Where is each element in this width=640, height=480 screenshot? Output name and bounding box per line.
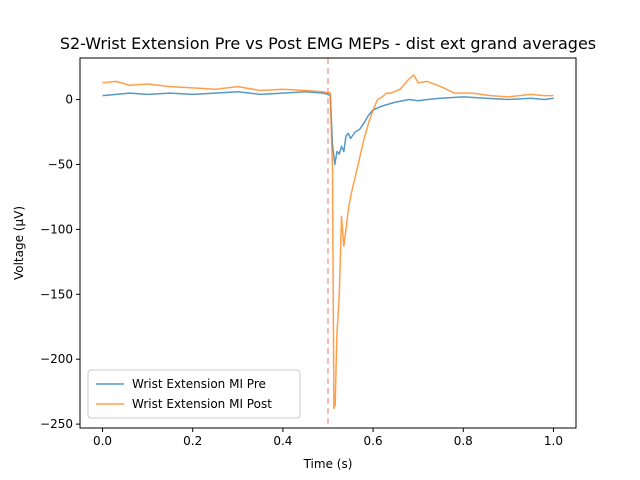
legend-label-0: Wrist Extension MI Pre <box>132 377 266 391</box>
plot-area: 0.0 0.2 0.4 0.6 0.8 1.0 0 −50 −100 −150 −200 −250 <box>40 57 577 448</box>
legend: Wrist Extension MI Pre Wrist Extension MI… <box>87 369 301 419</box>
legend-label-1: Wrist Extension MI Post <box>132 397 272 411</box>
chart-title: S2-Wrist Extension Pre vs Post EMG MEPs … <box>60 34 596 53</box>
series-line-1 <box>102 74 554 410</box>
y-tick-label: −200 <box>40 352 73 366</box>
x-tick-label: 0.8 <box>454 434 473 448</box>
legend-box <box>87 369 301 419</box>
x-tick-label: 0.0 <box>93 434 112 448</box>
y-tick-label: −150 <box>40 287 73 301</box>
x-tick-label: 0.4 <box>273 434 292 448</box>
series-line-0 <box>102 91 554 166</box>
x-tick-label: 0.2 <box>183 434 202 448</box>
y-tick-label: −250 <box>40 417 73 431</box>
x-axis-label: Time (s) <box>303 457 353 471</box>
y-tick-label: 0 <box>65 93 73 107</box>
x-tick-label: 0.6 <box>364 434 383 448</box>
axes-frame <box>79 57 577 429</box>
y-tick-label: −50 <box>48 157 73 171</box>
x-tick-label: 1.0 <box>544 434 563 448</box>
y-tick-label: −100 <box>40 222 73 236</box>
y-axis-label: Voltage (µV) <box>12 206 26 280</box>
